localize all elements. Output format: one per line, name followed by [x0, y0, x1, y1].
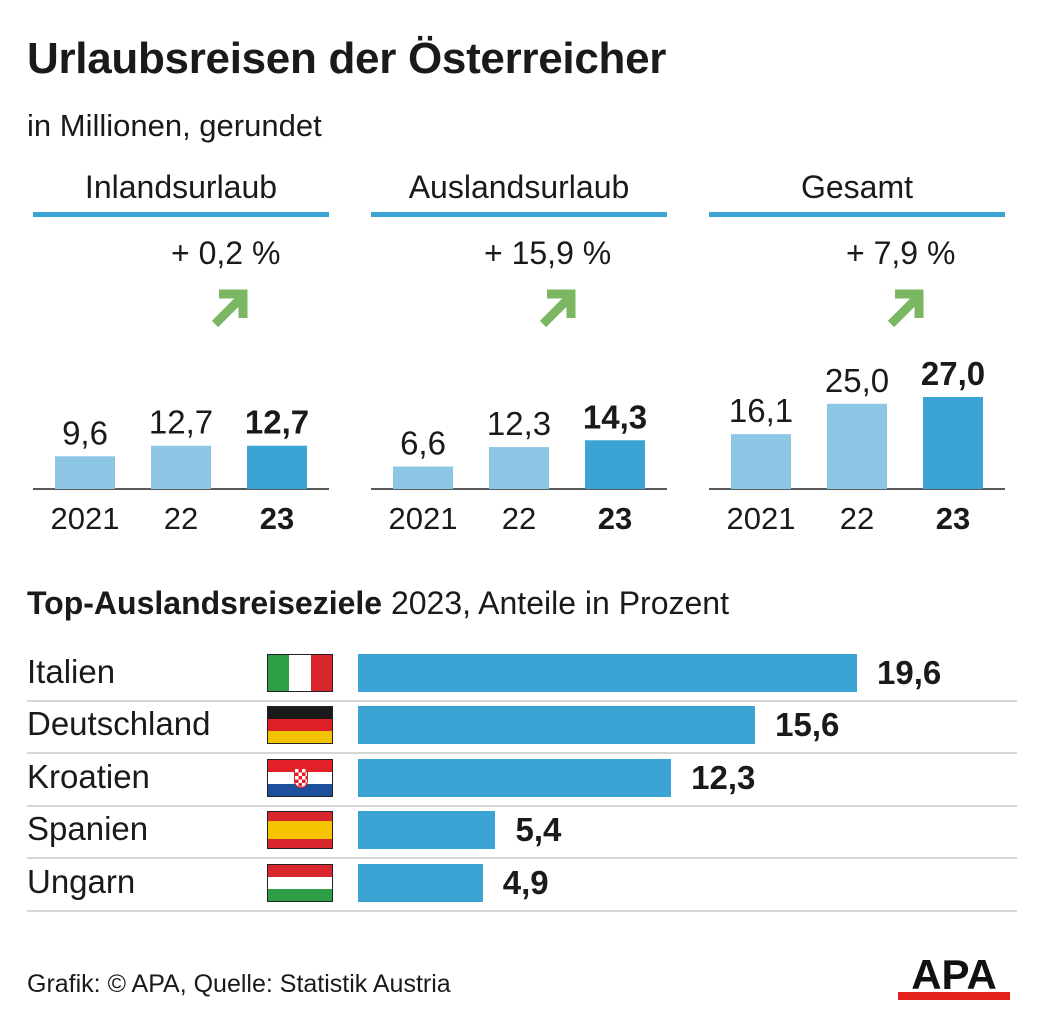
change-label: + 0,2 %: [171, 235, 281, 271]
destination-bar: [358, 654, 857, 692]
bar-value-label: 16,1: [729, 392, 793, 429]
bar-value-label: 6,6: [400, 425, 446, 462]
bar-plot: 16,1 2021 25,0 22 27,0 23: [709, 355, 1005, 536]
apa-logo-text: APA: [911, 954, 997, 998]
destination-label: Deutschland: [27, 705, 211, 742]
bar-value-label: 12,7: [149, 404, 213, 441]
x-tick-label: 2021: [51, 501, 120, 536]
destination-label: Ungarn: [27, 863, 136, 900]
germany-flag-icon: [267, 706, 333, 744]
bar-value-label: 27,0: [921, 355, 985, 392]
destination-value: 4,9: [502, 864, 549, 901]
destination-label: Spanien: [27, 810, 149, 847]
x-tick-label: 23: [936, 501, 970, 536]
destination-value: 15,6: [775, 706, 840, 743]
trend-up-arrow-icon: [887, 289, 924, 328]
x-tick-label: 22: [840, 501, 874, 536]
destination-value: 12,3: [691, 759, 756, 796]
chart-title: Urlaubsreisen der Österreicher: [27, 34, 667, 83]
bar-22: [489, 447, 549, 489]
panel-title: Inlandsurlaub: [84, 169, 278, 205]
row-divider: [27, 857, 1017, 859]
apa-logo: APA: [898, 954, 1010, 1000]
bar-value-label: 25,0: [825, 362, 889, 399]
panel-title: Auslandsurlaub: [408, 169, 630, 205]
x-tick-label: 23: [598, 501, 632, 536]
destinations-title-bold: Top-Auslandsreiseziele: [27, 585, 383, 621]
row-divider: [27, 752, 1017, 754]
bar-plot: 9,6 2021 12,7 22 12,7 23: [33, 404, 329, 536]
x-tick-label: 23: [260, 501, 294, 536]
change-label: + 15,9 %: [484, 235, 612, 271]
row-divider: [27, 910, 1017, 912]
panel-rule: [33, 212, 329, 217]
x-tick-label: 22: [164, 501, 198, 536]
spain-flag-icon: [267, 811, 333, 849]
trend-up-arrow-icon: [211, 289, 248, 328]
list-item: Kroatien 12,3: [27, 755, 1017, 807]
italy-flag-icon: [267, 654, 333, 692]
destination-value: 19,6: [877, 654, 942, 691]
apa-logo-bar: [898, 992, 1010, 1000]
destination-value: 5,4: [515, 811, 562, 848]
bar-plot: 6,6 2021 12,3 22 14,3 23: [371, 398, 667, 536]
panel-title: Gesamt: [800, 169, 914, 205]
row-divider: [27, 805, 1017, 807]
x-tick-label: 22: [502, 501, 536, 536]
hungary-flag-icon: [267, 864, 333, 902]
croatia-flag-icon: [267, 759, 333, 797]
panel-rule: [371, 212, 667, 217]
bar-2021: [731, 434, 791, 489]
destination-bar: [358, 811, 496, 849]
panel-inlandsurlaub: Inlandsurlaub + 0,2 % 9,6 2021 12,7 22 12,7 2…: [33, 165, 329, 545]
bar-23: [923, 397, 983, 489]
destinations-subtitle: 2023, Anteile in Prozent: [390, 585, 729, 621]
list-item: Deutschland 15,6: [27, 702, 1017, 754]
x-tick-label: 2021: [389, 501, 458, 536]
list-item: Spanien 5,4: [27, 807, 1017, 859]
chart-subtitle: in Millionen, gerundet: [27, 108, 322, 143]
bar-value-label: 9,6: [62, 414, 108, 451]
panel-rule: [709, 212, 1005, 217]
trend-up-arrow-icon: [539, 289, 576, 328]
list-item: Italien 19,6: [27, 650, 1017, 702]
x-tick-label: 2021: [727, 501, 796, 536]
destination-bar: [358, 706, 756, 744]
destination-label: Italien: [27, 653, 116, 690]
list-item: Ungarn 4,9: [27, 860, 1017, 912]
source-footer: Grafik: © APA, Quelle: Statistik Austria: [27, 970, 451, 998]
destinations-title: Top-Auslandsreiseziele 2023, Anteile in …: [27, 585, 729, 622]
panel-gesamt: Gesamt + 7,9 % 16,1 2021 25,0 22 27,0 23: [709, 165, 1005, 545]
bar-2021: [55, 456, 115, 489]
destination-label: Kroatien: [27, 758, 150, 795]
destination-bar: [358, 864, 483, 902]
bar-22: [151, 445, 211, 489]
bar-23: [585, 440, 645, 489]
destination-bar: [358, 759, 672, 797]
panel-auslandsurlaub: Auslandsurlaub + 15,9 % 6,6 2021 12,3 22 14,…: [371, 165, 667, 545]
bar-2021: [393, 466, 453, 489]
bar-value-label: 14,3: [583, 398, 647, 435]
row-divider: [27, 700, 1017, 702]
bar-value-label: 12,3: [487, 405, 551, 442]
change-label: + 7,9 %: [846, 235, 956, 271]
bar-23: [247, 445, 307, 489]
bar-22: [827, 403, 887, 489]
bar-value-label: 12,7: [245, 404, 309, 441]
